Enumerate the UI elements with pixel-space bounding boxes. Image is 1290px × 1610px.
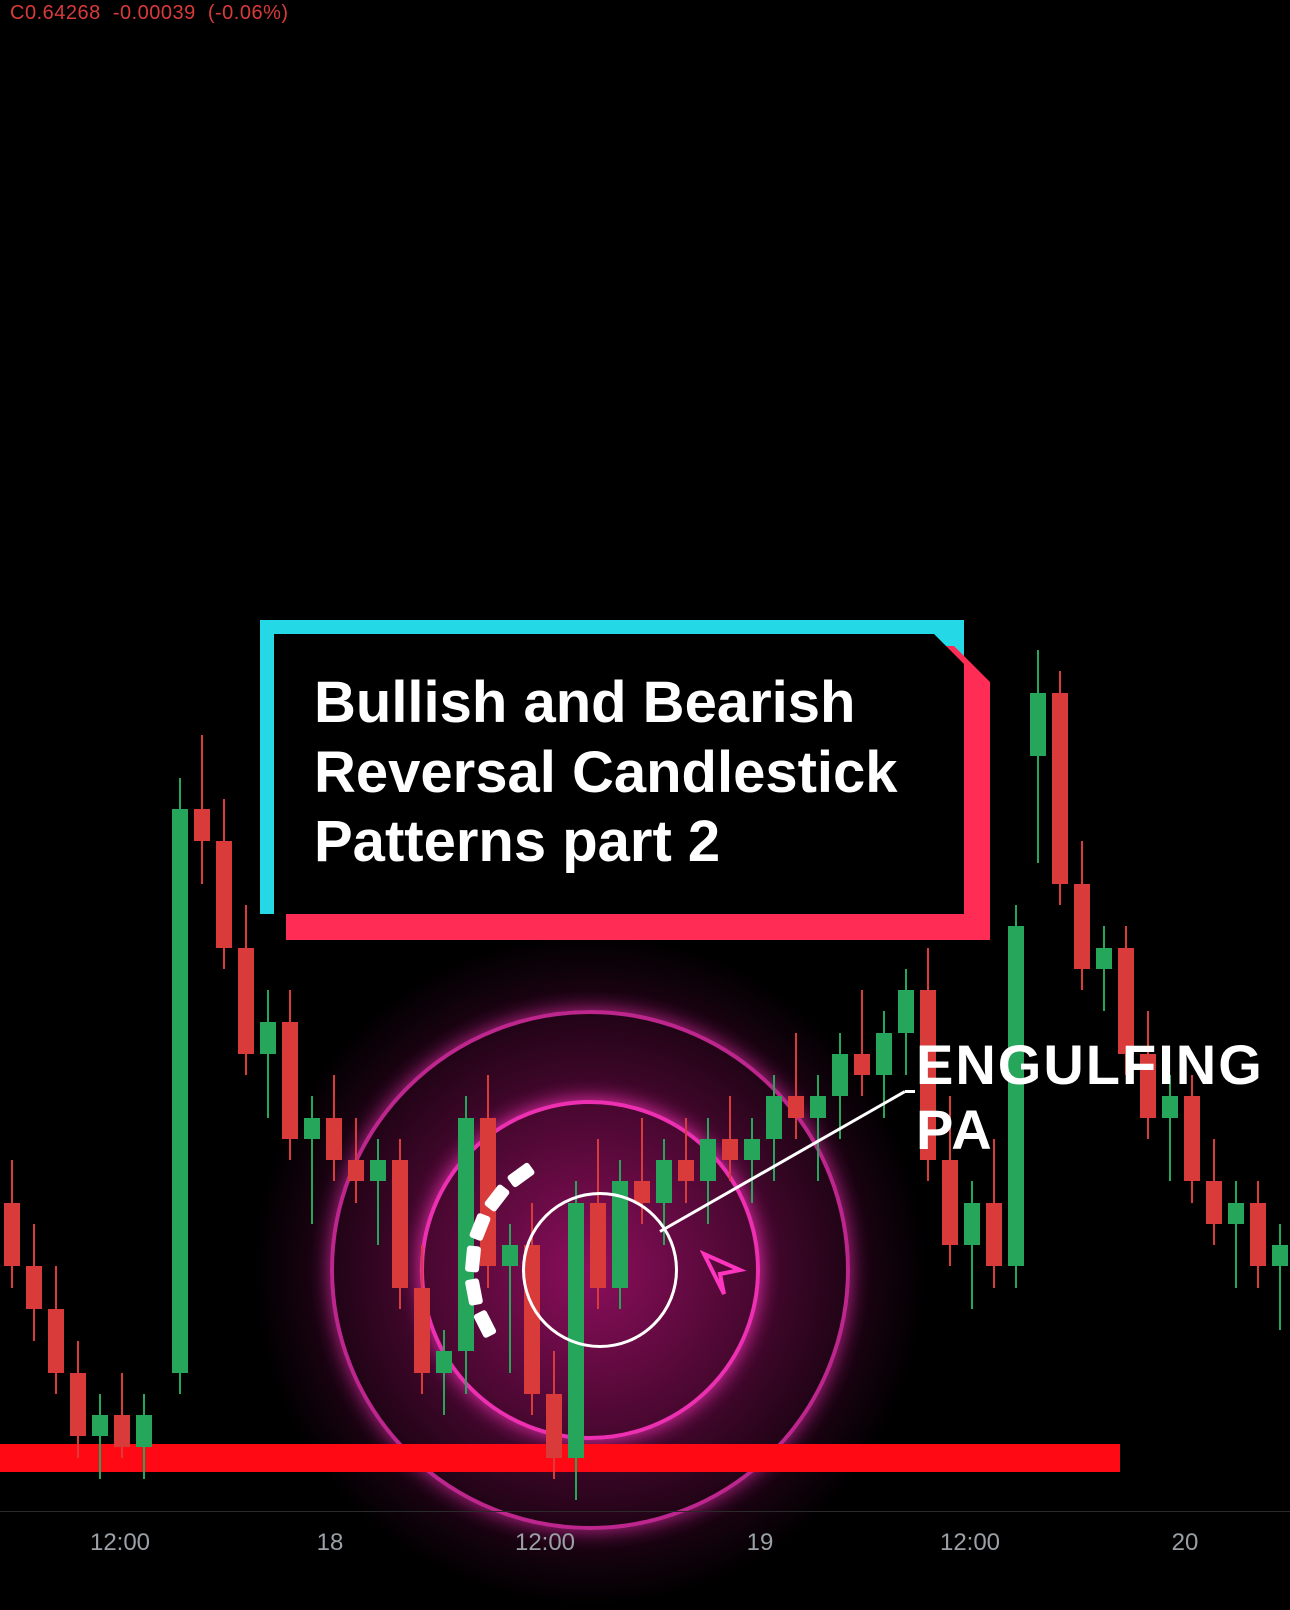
candle [1140, 0, 1156, 1581]
arc-tick [464, 1245, 480, 1272]
candle [26, 0, 42, 1581]
candle [216, 0, 232, 1581]
candle [172, 0, 188, 1581]
x-axis-tick: 12:00 [90, 1529, 150, 1557]
title-card: Bullish and Bearish Reversal Candlestick… [260, 620, 990, 940]
x-axis: 12:00 18 12:00 19 12:00 20 [0, 1511, 1290, 1581]
target-circle [522, 1192, 678, 1348]
callout-line-end [905, 1090, 915, 1093]
candle [1206, 0, 1222, 1581]
engulfing-pattern-label: ENGULFING PA [916, 1032, 1290, 1162]
candle [1250, 0, 1266, 1581]
candle [136, 0, 152, 1581]
candle [1030, 0, 1046, 1581]
candle [48, 0, 64, 1581]
title-line-1: Bullish and Bearish [314, 668, 924, 738]
x-axis-tick: 20 [1172, 1529, 1199, 1557]
candle [1118, 0, 1134, 1581]
candle [1184, 0, 1200, 1581]
candle [1052, 0, 1068, 1581]
candle [4, 0, 20, 1581]
candle [238, 0, 254, 1581]
title-line-2: Reversal Candlestick [314, 738, 924, 808]
title-front: Bullish and Bearish Reversal Candlestick… [274, 634, 964, 914]
candle [1228, 0, 1244, 1581]
candle [194, 0, 210, 1581]
candle [1074, 0, 1090, 1581]
x-axis-tick: 19 [747, 1529, 774, 1557]
candle [1272, 0, 1288, 1581]
candle [1008, 0, 1024, 1581]
candle [70, 0, 86, 1581]
title-line-3: Patterns part 2 [314, 807, 924, 877]
x-axis-tick: 18 [317, 1529, 344, 1557]
candle [1162, 0, 1178, 1581]
candle [114, 0, 130, 1581]
x-axis-tick: 12:00 [515, 1529, 575, 1557]
chart-area: C0.64268 -0.00039 (-0.06%) ENGULFING PA … [0, 0, 1290, 1581]
candle [92, 0, 108, 1581]
cursor-icon [700, 1250, 748, 1303]
x-axis-tick: 12:00 [940, 1529, 1000, 1557]
candle [1096, 0, 1112, 1581]
